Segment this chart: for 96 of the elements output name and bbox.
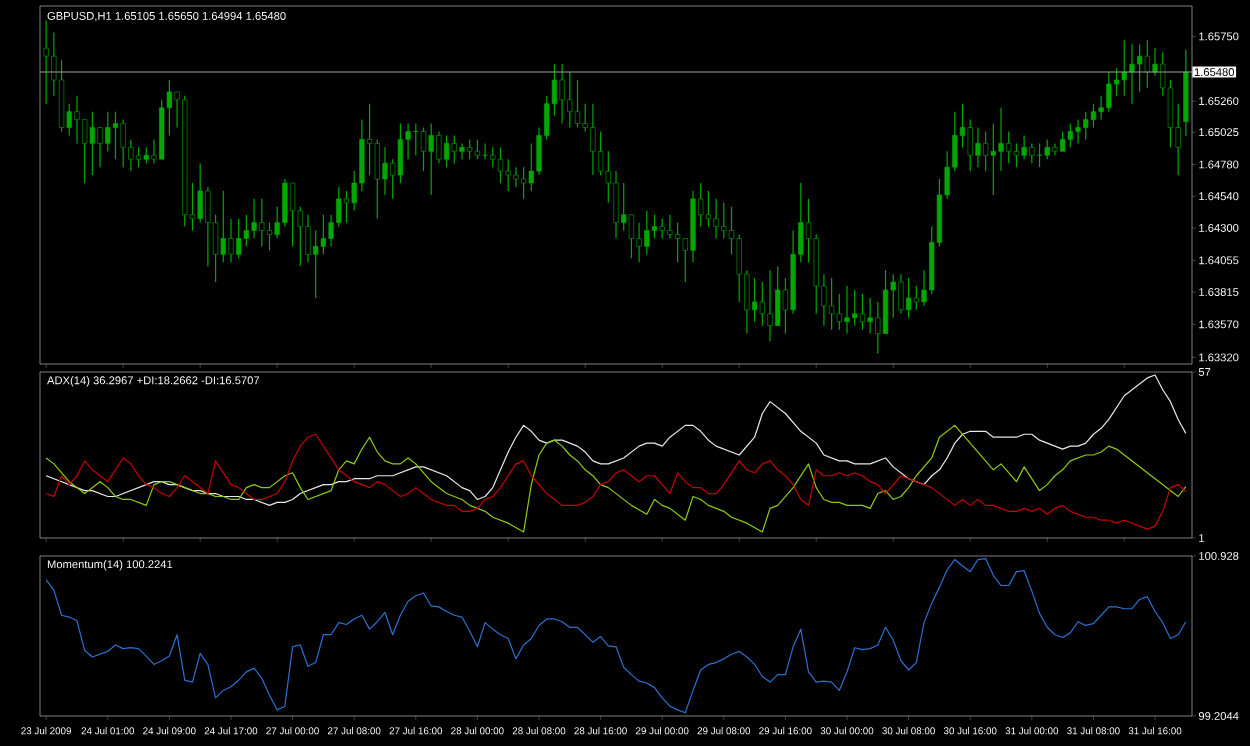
- candlestick: [644, 210, 650, 255]
- candlestick: [82, 119, 88, 184]
- candlestick: [305, 214, 311, 263]
- candlestick: [43, 19, 49, 105]
- candlestick: [459, 142, 465, 160]
- candlestick: [320, 214, 326, 255]
- candlestick: [420, 126, 427, 172]
- candlestick: [559, 63, 565, 125]
- candlestick: [374, 138, 380, 220]
- candlestick: [112, 111, 119, 160]
- candlestick: [721, 202, 727, 240]
- candlestick: [443, 134, 450, 168]
- candlestick: [1029, 142, 1035, 164]
- candlestick: [1075, 119, 1081, 144]
- candlestick: [135, 146, 142, 168]
- candlestick: [266, 222, 273, 251]
- candlestick: [528, 142, 534, 192]
- candlestick: [1129, 43, 1135, 105]
- candlestick: [513, 166, 519, 188]
- candlestick: [628, 214, 635, 259]
- candlestick: [1090, 103, 1097, 129]
- candlestick: [1137, 43, 1143, 93]
- candlestick: [1044, 138, 1050, 160]
- candlestick: [713, 198, 719, 240]
- candlestick: [913, 285, 919, 311]
- candlestick: [775, 265, 781, 327]
- candlestick: [505, 158, 511, 192]
- candlestick: [313, 229, 319, 299]
- candlestick: [844, 285, 850, 335]
- candlestick: [289, 182, 296, 248]
- candlestick: [1067, 122, 1073, 148]
- candlestick: [243, 214, 249, 248]
- candlestick: [636, 222, 642, 263]
- candlestick: [97, 126, 103, 168]
- candlestick: [428, 122, 434, 196]
- candlestick: [120, 119, 126, 168]
- candlestick: [497, 146, 504, 184]
- candlestick: [366, 103, 373, 176]
- candlestick: [659, 218, 665, 240]
- candlestick: [490, 146, 496, 168]
- candlestick: [228, 218, 234, 263]
- candlestick: [990, 122, 996, 196]
- candlestick: [205, 186, 211, 267]
- candlestick: [859, 293, 866, 331]
- candlestick: [520, 166, 527, 200]
- candlestick: [906, 277, 912, 319]
- candlestick: [967, 119, 973, 172]
- candlestick: [382, 146, 388, 196]
- candlestick: [567, 71, 573, 129]
- candlestick: [89, 111, 95, 176]
- candlestick: [752, 277, 758, 323]
- candlestick: [343, 190, 350, 224]
- candlestick: [1013, 142, 1020, 168]
- candlestick: [675, 222, 681, 263]
- candlestick: [436, 130, 442, 164]
- candlestick: [975, 126, 981, 168]
- candlestick: [705, 190, 712, 228]
- candlestick: [220, 190, 226, 263]
- candlestick: [1121, 39, 1127, 97]
- candlestick: [597, 130, 604, 176]
- candlestick: [105, 111, 111, 152]
- candlestick: [574, 79, 581, 129]
- candlestick: [983, 130, 989, 172]
- candlestick: [467, 138, 473, 160]
- candlestick: [836, 293, 842, 331]
- candlestick: [197, 162, 203, 224]
- candlestick: [613, 170, 619, 240]
- candlestick: [1106, 71, 1112, 113]
- candlestick: [474, 138, 480, 160]
- candlestick: [621, 182, 627, 232]
- candlestick: [759, 281, 765, 327]
- candlestick: [867, 297, 873, 335]
- candlestick: [882, 269, 889, 335]
- candlestick: [1006, 130, 1012, 164]
- candlestick: [1052, 142, 1058, 156]
- candlestick: [651, 214, 658, 240]
- candlestick: [829, 277, 835, 331]
- candlestick: [1021, 134, 1027, 160]
- candlestick: [736, 233, 742, 303]
- candlestick: [259, 198, 265, 248]
- candlestick: [397, 122, 403, 184]
- candlestick: [667, 214, 673, 240]
- candlestick: [1060, 130, 1066, 152]
- candlestick: [590, 103, 596, 176]
- candlestick: [898, 273, 904, 315]
- candlestick: [74, 95, 80, 144]
- candlestick: [1083, 111, 1089, 141]
- candlestick: [998, 107, 1004, 172]
- candlestick: [1144, 39, 1150, 89]
- candlestick: [236, 218, 242, 259]
- candlestick: [282, 178, 288, 228]
- candlestick: [251, 198, 257, 240]
- candlestick: [58, 59, 65, 133]
- candlestick: [767, 269, 773, 343]
- candlestick: [451, 134, 457, 164]
- candlestick: [852, 289, 858, 327]
